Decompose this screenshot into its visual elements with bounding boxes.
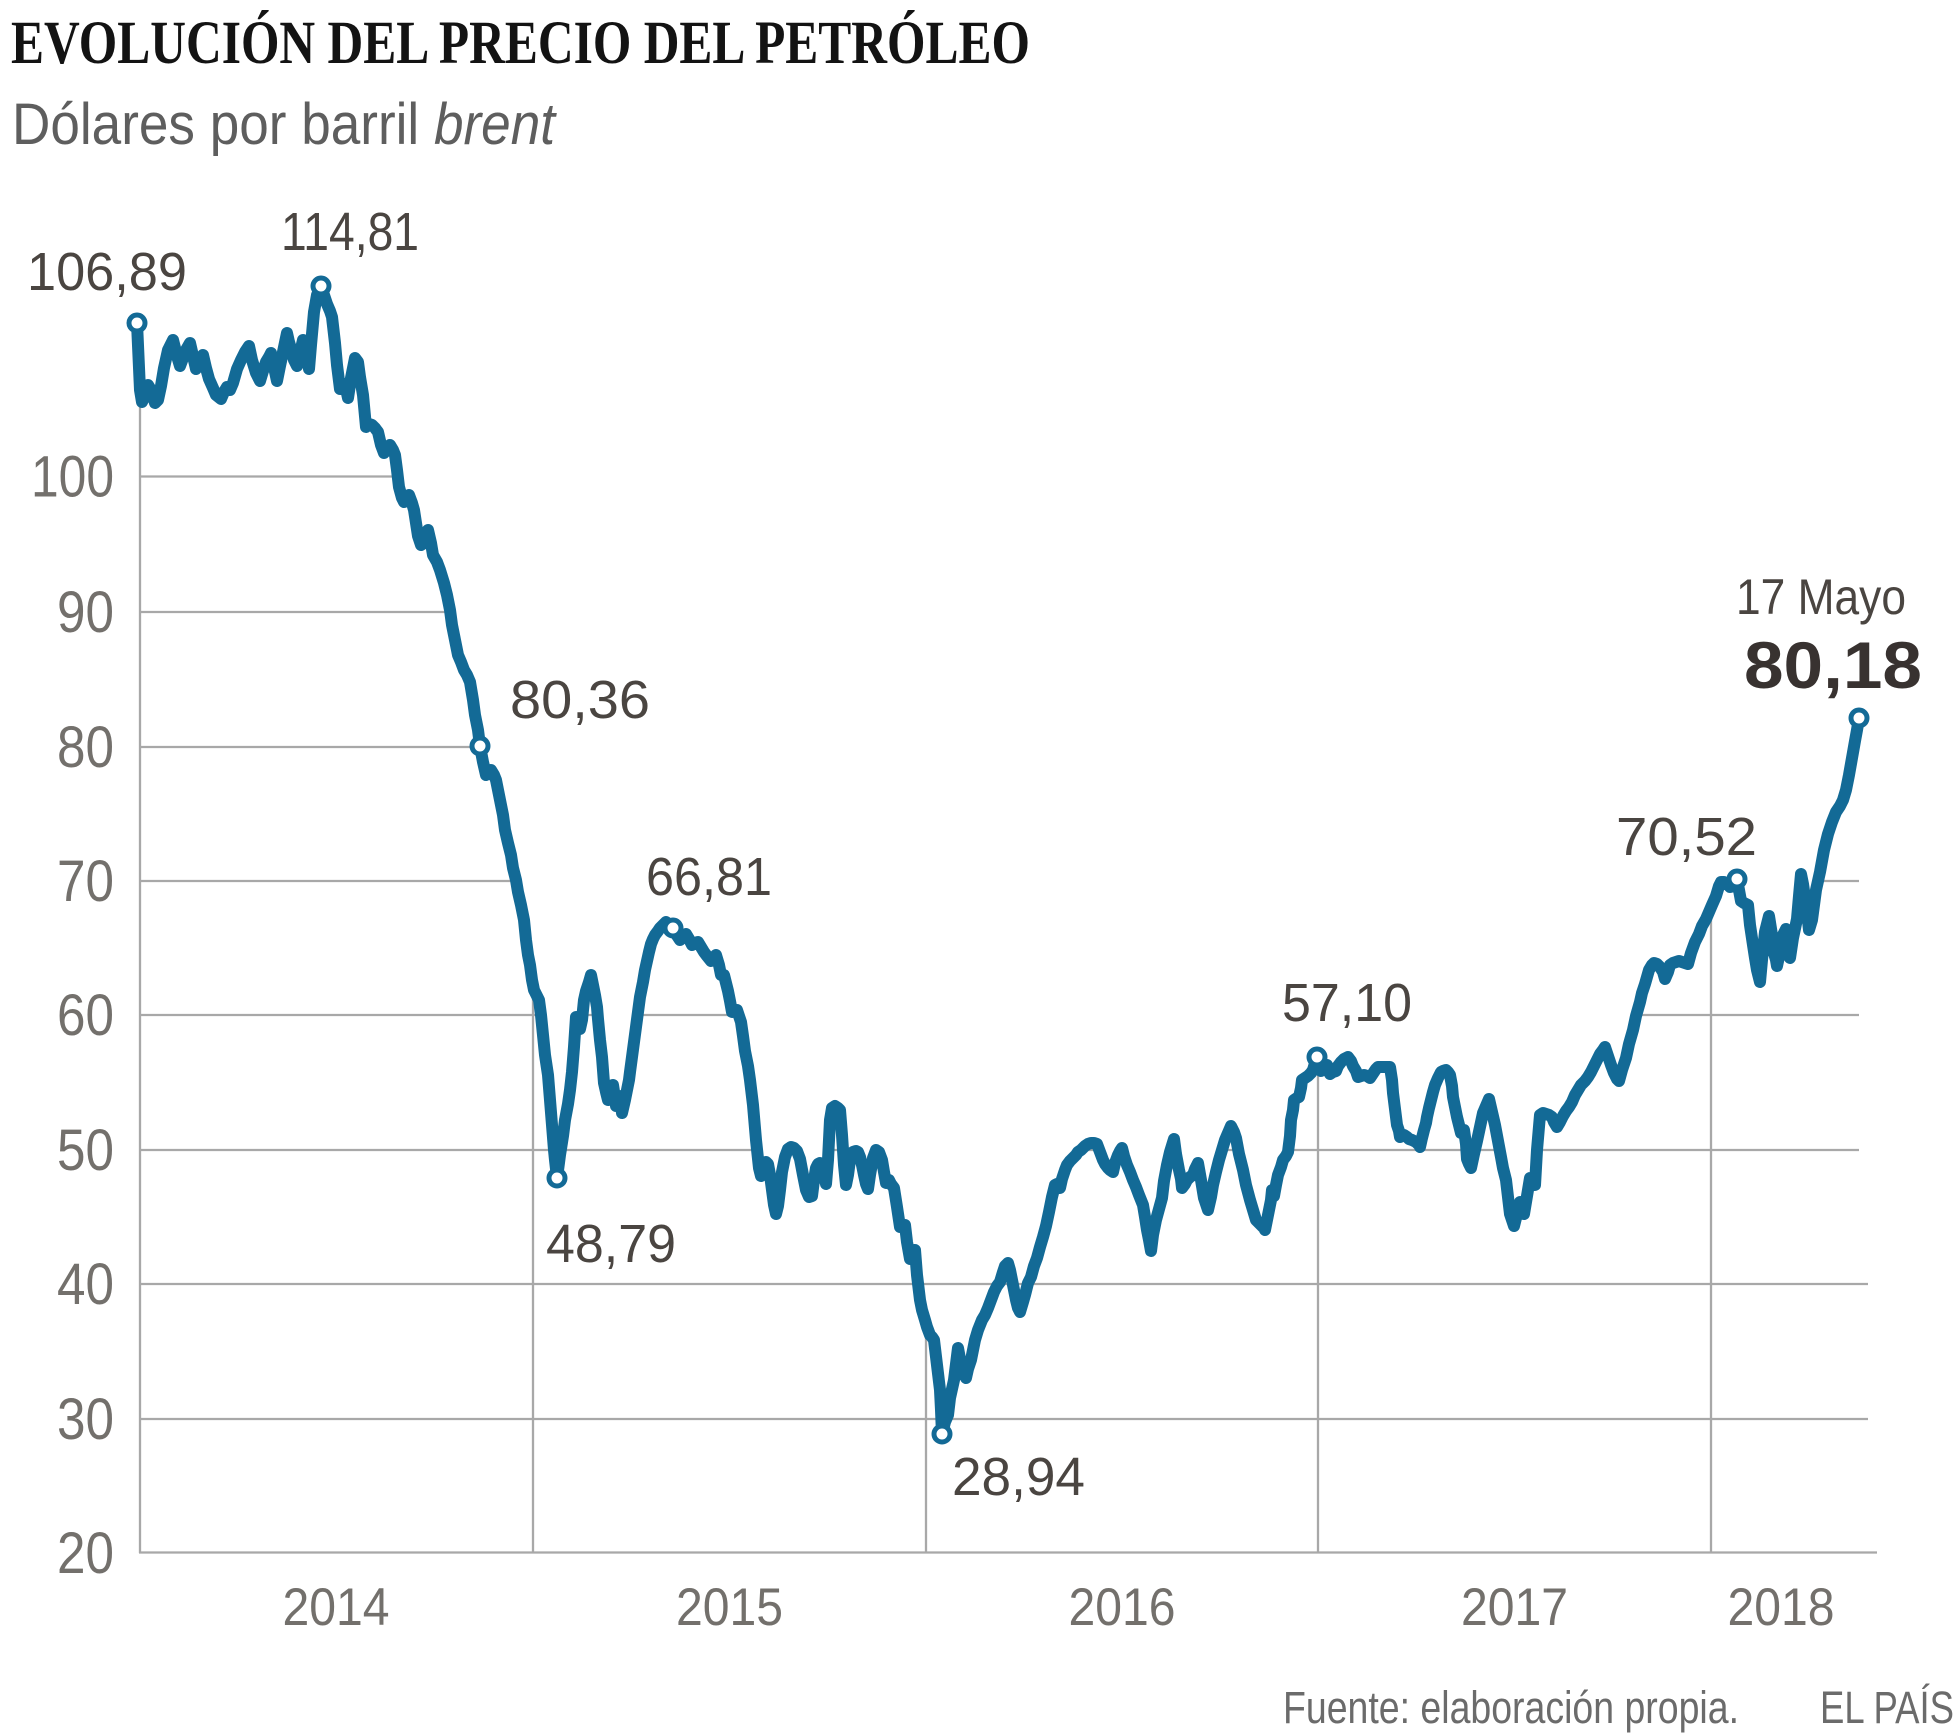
svg-text:2018: 2018: [1728, 1578, 1835, 1637]
svg-text:57,10: 57,10: [1282, 973, 1412, 1033]
svg-text:30: 30: [57, 1387, 114, 1452]
svg-text:28,94: 28,94: [952, 1447, 1085, 1507]
svg-text:EVOLUCIÓN DEL PRECIO DEL PETRÓ: EVOLUCIÓN DEL PRECIO DEL PETRÓLEO: [11, 10, 1030, 77]
svg-text:70,52: 70,52: [1616, 807, 1757, 867]
svg-text:40: 40: [57, 1252, 114, 1317]
svg-text:80,18: 80,18: [1744, 628, 1922, 702]
svg-text:106,89: 106,89: [27, 242, 187, 302]
svg-text:90: 90: [57, 580, 114, 645]
svg-text:100: 100: [31, 445, 114, 510]
svg-text:EL PAÍS: EL PAÍS: [1820, 1682, 1954, 1733]
svg-text:50: 50: [57, 1118, 114, 1183]
svg-text:Fuente: elaboración propia.: Fuente: elaboración propia.: [1283, 1682, 1739, 1733]
svg-text:66,81: 66,81: [646, 847, 772, 907]
svg-text:70: 70: [57, 849, 114, 914]
svg-text:17 Mayo: 17 Mayo: [1736, 569, 1906, 625]
svg-text:80,36: 80,36: [510, 670, 650, 730]
svg-text:20: 20: [57, 1521, 114, 1586]
svg-text:60: 60: [57, 983, 114, 1048]
svg-text:114,81: 114,81: [281, 202, 419, 262]
svg-text:Dólares por barril brent: Dólares por barril brent: [12, 92, 558, 157]
svg-text:2016: 2016: [1069, 1578, 1176, 1637]
svg-text:2014: 2014: [283, 1578, 390, 1637]
svg-text:2015: 2015: [676, 1578, 783, 1637]
svg-text:80: 80: [57, 715, 114, 780]
svg-text:48,79: 48,79: [546, 1214, 676, 1274]
svg-text:2017: 2017: [1461, 1578, 1568, 1637]
